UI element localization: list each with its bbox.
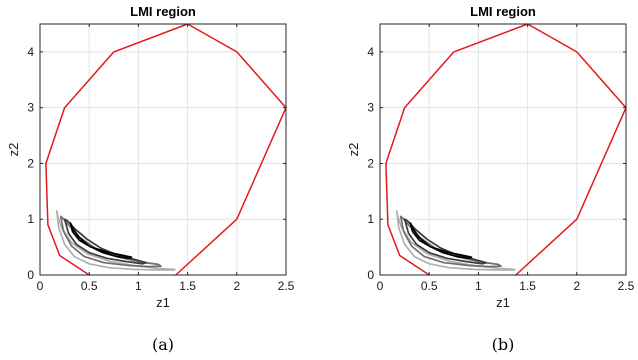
y-axis-label: z2 [6,143,21,157]
x-tick-label: 1 [135,279,142,293]
x-tick-label: 0.5 [421,279,438,293]
x-axis-label: z1 [496,295,510,310]
trajectory-curve [403,218,488,265]
axes-box [379,23,627,276]
x-tick-label: 1.5 [519,279,536,293]
y-tick-label: 0 [367,268,374,282]
x-tick-label: 2.5 [618,279,635,293]
trajectory-curve [63,218,148,265]
y-tick-label: 4 [27,45,34,59]
y-tick-label: 2 [367,156,374,170]
figure-caption: (a) [152,335,174,354]
x-tick-label: 0.5 [81,279,98,293]
trajectory-curve [55,210,176,271]
y-tick-label: 2 [27,156,34,170]
y-tick-label: 1 [367,212,374,226]
x-tick-label: 0 [37,279,44,293]
x-tick-label: 0 [377,279,384,293]
x-tick-label: 2 [573,279,580,293]
trajectory-curve [409,222,473,260]
y-tick-label: 1 [27,212,34,226]
y-tick-label: 3 [367,101,374,115]
x-tick-label: 2 [233,279,240,293]
chart-title: LMI region [470,4,536,19]
y-tick-label: 4 [367,45,374,59]
x-axis-label: z1 [156,295,170,310]
chart-panel-1: 0 0.5 1 1.5 2 2.5 0 1 2 3 4 LMI region z1 z2 (b) [346,4,635,354]
chart-title: LMI region [130,4,196,19]
y-tick-label: 0 [27,268,34,282]
x-tick-label: 1 [475,279,482,293]
x-tick-label: 1.5 [179,279,196,293]
lmi-boundary-line [45,23,287,276]
y-tick-label: 3 [27,101,34,115]
lmi-boundary-line [385,23,627,276]
y-axis-label: z2 [346,143,361,157]
trajectory-curve [395,210,516,271]
trajectory-curve [69,222,133,260]
figure-caption: (b) [492,335,515,354]
axes-box [39,23,287,276]
x-tick-label: 2.5 [278,279,295,293]
chart-panel-0: 0 0.5 1 1.5 2 2.5 0 1 2 3 4 LMI region z1 z2 (a) [6,4,295,354]
